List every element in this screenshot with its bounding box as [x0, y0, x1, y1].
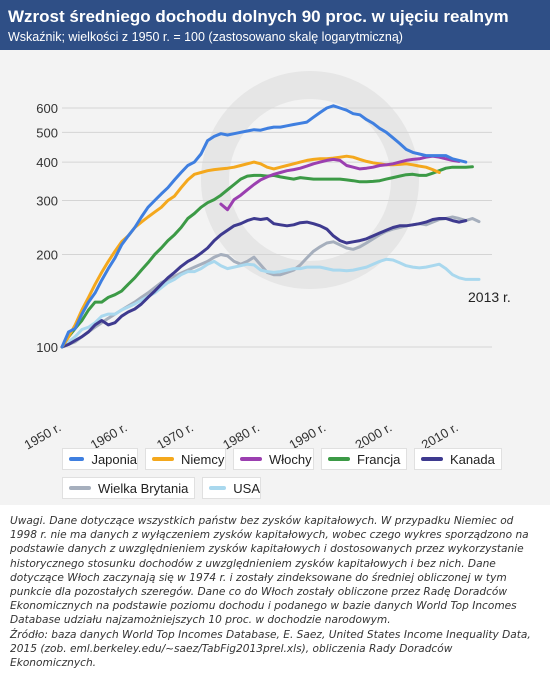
series-line-włochy — [219, 154, 461, 212]
y-tick-label: 500 — [36, 125, 58, 140]
legend-swatch — [69, 486, 91, 490]
watermark-ring — [201, 71, 419, 289]
legend-swatch — [152, 457, 174, 461]
y-tick-label: 600 — [36, 101, 58, 116]
legend-swatch — [328, 457, 350, 461]
legend-swatch — [421, 457, 443, 461]
legend-swatch — [209, 486, 227, 490]
legend-item-włochy: Włochy — [233, 448, 314, 470]
legend-label: Japonia — [91, 451, 137, 467]
legend-swatch — [69, 457, 85, 461]
legend-label: Kanada — [450, 451, 495, 467]
legend-item-niemcy: Niemcy — [145, 448, 226, 470]
legend-item-francja: Francja — [321, 448, 407, 470]
y-tick-label: 400 — [36, 155, 58, 170]
note-remarks: Uwagi. Dane dotyczące wszystkich państw … — [10, 515, 529, 627]
y-tick-label: 200 — [36, 248, 58, 263]
y-tick-label: 100 — [36, 340, 58, 355]
grid-lines — [62, 107, 492, 348]
legend-label: Wielka Brytania — [98, 480, 189, 496]
x-tick-label: 1950 r. — [22, 420, 64, 453]
legend-label: Francja — [357, 451, 401, 467]
chart-subtitle: Wskaźnik; wielkości z 1950 r. = 100 (zas… — [8, 30, 403, 44]
legend-label: Niemcy — [181, 451, 225, 467]
chart-header: Wzrost średniego dochodu dolnych 90 proc… — [0, 0, 550, 50]
watermark-logo — [201, 71, 419, 289]
legend-label: Włochy — [269, 451, 312, 467]
note-source: Źródło: baza danych World Top Incomes Da… — [10, 628, 531, 670]
series-line-japonia — [60, 104, 468, 349]
y-tick-label: 300 — [36, 193, 58, 208]
legend-swatch — [240, 457, 262, 461]
series-line-wielka-brytania — [60, 215, 481, 349]
legend-item-japonia: Japonia — [62, 448, 138, 470]
chart-note: Uwagi. Dane dotyczące wszystkich państw … — [10, 514, 538, 670]
annotation-2013: 2013 r. — [468, 289, 511, 305]
legend-item-kanada: Kanada — [414, 448, 502, 470]
y-axis-ticks: 100 200 300 400 500 600 — [36, 101, 58, 355]
legend-label: USA — [233, 480, 260, 496]
legend-item-usa: USA — [202, 477, 261, 499]
series-lines — [60, 104, 481, 349]
series-line-kanada — [60, 217, 468, 349]
series-line-usa — [60, 257, 481, 349]
legend-item-wielka-brytania: Wielka Brytania — [62, 477, 195, 499]
chart-title: Wzrost średniego dochodu dolnych 90 proc… — [8, 7, 509, 26]
